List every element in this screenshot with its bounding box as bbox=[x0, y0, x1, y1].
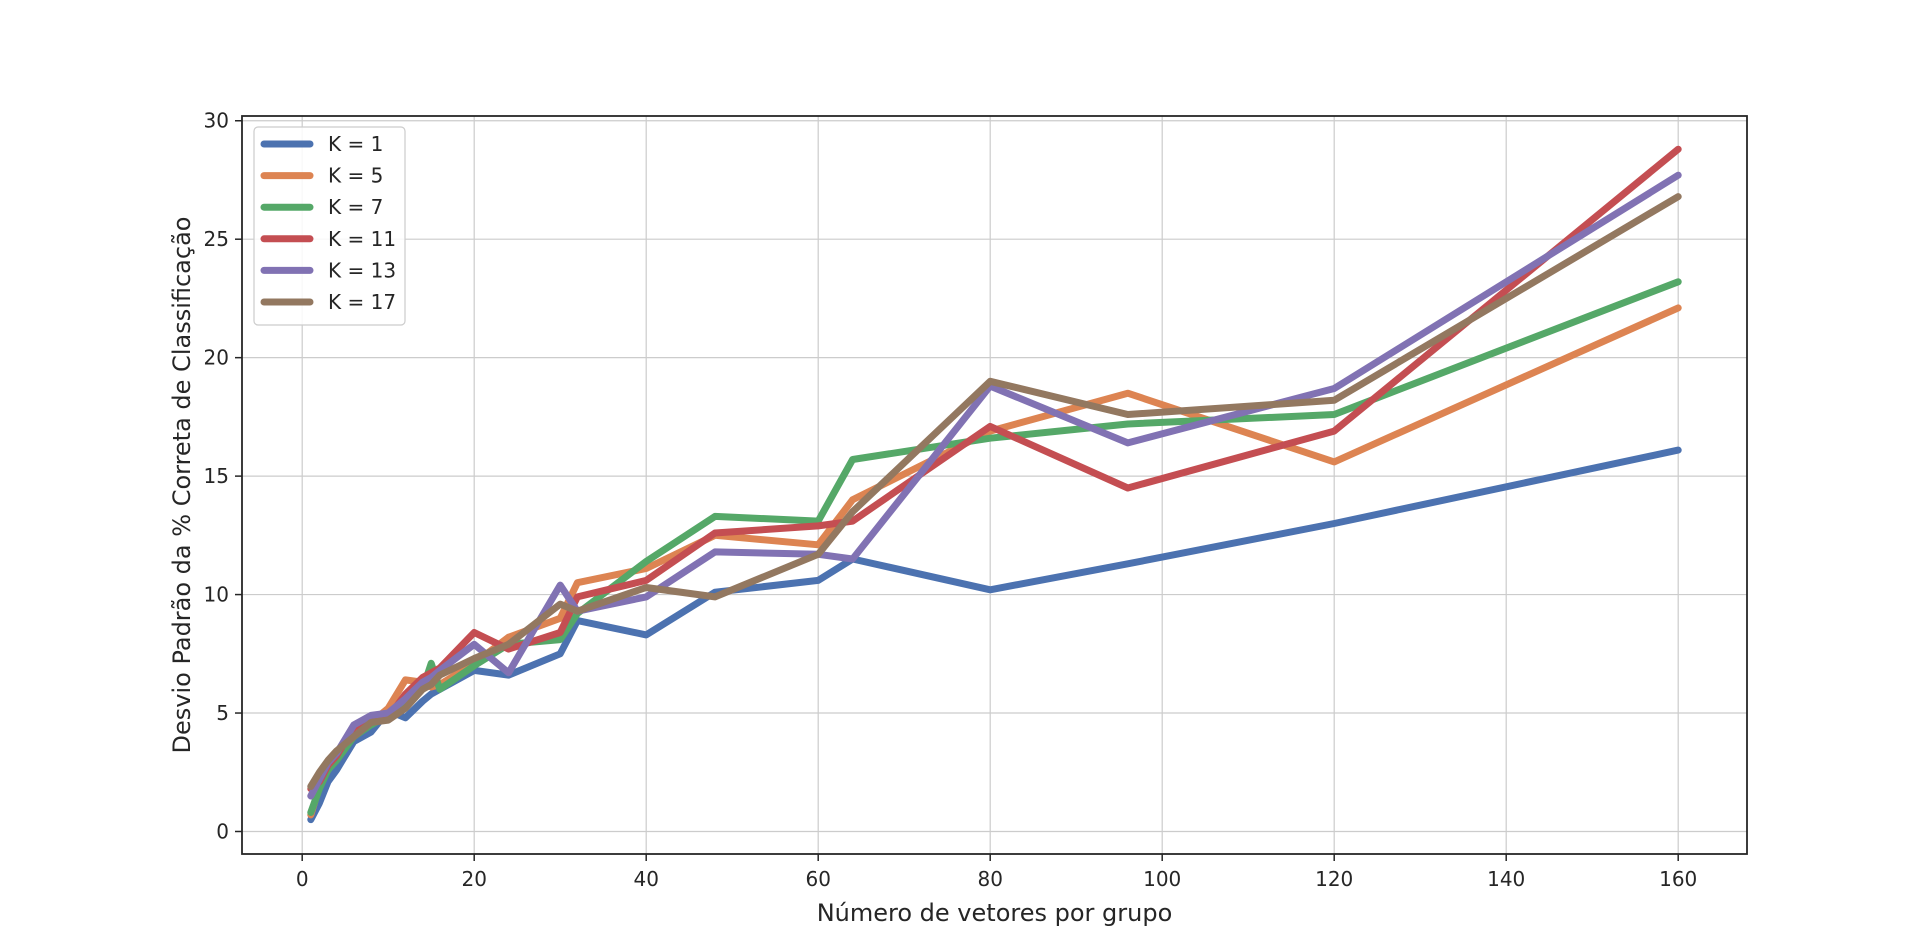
series-line-k7 bbox=[307, 278, 1682, 816]
legend-label: K = 1 bbox=[328, 132, 383, 156]
y-tick-label: 5 bbox=[216, 701, 229, 725]
y-tick-label: 10 bbox=[204, 583, 229, 607]
x-tick-label: 100 bbox=[1143, 867, 1181, 891]
y-tick-label: 0 bbox=[216, 819, 229, 843]
grid bbox=[242, 116, 1747, 854]
series-line-k11 bbox=[307, 145, 1682, 793]
x-tick-label: 120 bbox=[1315, 867, 1353, 891]
series-lines bbox=[307, 145, 1682, 824]
x-tick-label: 20 bbox=[461, 867, 486, 891]
y-tick-label: 25 bbox=[204, 227, 229, 251]
plot-frame bbox=[241, 115, 1748, 855]
series-line-k1 bbox=[307, 446, 1682, 824]
legend-label: K = 7 bbox=[328, 195, 383, 219]
x-tick-label: 80 bbox=[977, 867, 1002, 891]
y-axis-ticks: 0 5 10 15 20 25 30 bbox=[204, 109, 242, 843]
series-line-k13 bbox=[307, 171, 1682, 800]
legend: K = 1 K = 5 K = 7 K = 11 K = 13 K = 17 bbox=[253, 126, 406, 326]
x-tick-label: 0 bbox=[296, 867, 309, 891]
x-tick-label: 160 bbox=[1659, 867, 1697, 891]
x-tick-label: 140 bbox=[1487, 867, 1525, 891]
x-tick-label: 60 bbox=[805, 867, 830, 891]
x-axis-ticks: 0 20 40 60 80 100 120 140 160 bbox=[296, 854, 1697, 891]
x-axis-title: Número de vetores por grupo bbox=[817, 899, 1173, 927]
y-tick-label: 15 bbox=[204, 464, 229, 488]
legend-label: K = 13 bbox=[328, 258, 396, 282]
x-tick-label: 40 bbox=[633, 867, 658, 891]
legend-label: K = 5 bbox=[328, 164, 383, 188]
series-line-k17 bbox=[307, 193, 1682, 790]
y-tick-label: 20 bbox=[204, 346, 229, 370]
y-axis-title: Desvio Padrão da % Correta de Classifica… bbox=[168, 217, 196, 754]
y-tick-label: 30 bbox=[204, 109, 229, 133]
legend-label: K = 17 bbox=[328, 290, 396, 314]
legend-label: K = 11 bbox=[328, 227, 396, 251]
